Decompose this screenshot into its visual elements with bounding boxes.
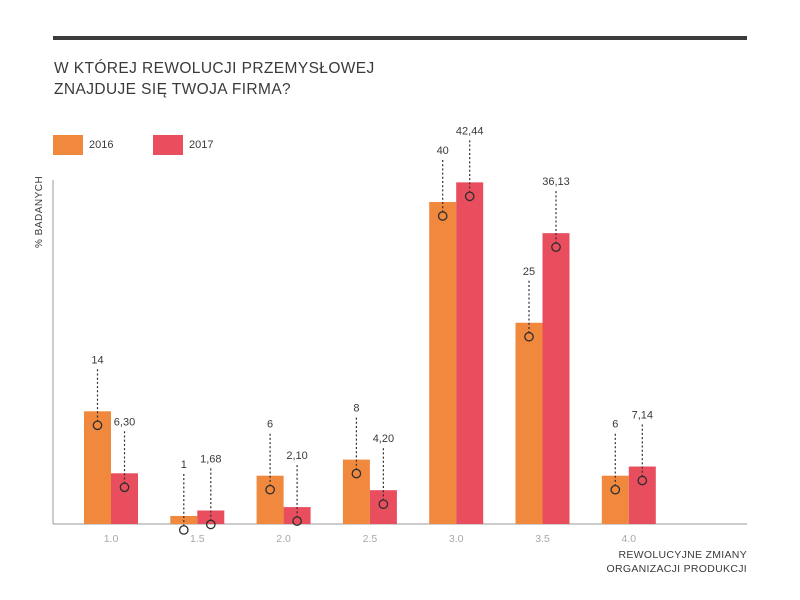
bar-2016-3.5 [515,322,543,524]
x-tick-label-3.5: 3.5 [535,533,550,545]
marker-2017-4.0 [637,475,648,486]
data-label-2017-3.0: 42,44 [456,125,484,137]
bar-2017-1.5 [197,510,225,524]
legend-swatch-2016 [53,135,83,155]
x-axis-label: REWOLUCYJNE ZMIANY ORGANIZACJI PRODUKCJI [607,548,747,576]
bar-2016-2.5 [342,459,370,524]
chart-title-line-1: W KTÓREJ REWOLUCJI PRZEMYSŁOWEJ [54,60,375,77]
marker-2016-2.0 [265,484,275,495]
x-tick-label-3.0: 3.0 [449,533,464,545]
top-rule [53,36,747,40]
marker-2017-3.0 [464,191,475,202]
marker-2017-2.0 [292,516,302,526]
bar-2016-1.0 [84,411,111,524]
x-axis-label-line-1: REWOLUCYJNE ZMIANY [618,549,747,561]
marker-2016-1.0 [92,420,103,431]
marker-2017-3.5 [551,242,561,253]
x-axis-label-line-2: ORGANIZACJI PRODUKCJI [606,563,747,575]
x-tick-label-1.0: 1.0 [104,533,119,545]
x-tick-label-1.5: 1.5 [190,533,205,545]
marker-2017-1.0 [119,482,130,493]
legend-label-2017: 2017 [189,139,214,151]
data-label-2016-3.5: 25 [523,266,535,278]
marker-2016-3.0 [437,211,448,221]
legend-item-2016: 2016 [53,135,139,155]
bar-2017-3.0 [456,182,484,524]
data-label-2016-2.5: 8 [353,403,359,415]
bar-2016-2.0 [256,475,284,524]
chart-title-line-2: ZNAJDUJE SIĘ TWOJA FIRMA? [54,81,292,98]
legend-item-2017: 2017 [153,135,239,155]
legend-label-2016: 2016 [89,139,114,151]
data-label-2016-3.0: 40 [437,145,449,157]
data-label-2017-1.5: 1,68 [200,453,221,465]
marker-2016-1.5 [178,525,189,535]
data-label-2017-3.5: 36,13 [542,176,570,188]
chart-title: W KTÓREJ REWOLUCJI PRZEMYSŁOWEJ ZNAJDUJE… [54,58,654,100]
data-label-2016-4.0: 6 [612,419,618,431]
data-label-2017-2.0: 2,10 [286,450,307,462]
bar-2016-4.0 [601,475,629,524]
x-tick-label-4.0: 4.0 [621,533,636,545]
marker-2016-3.5 [524,331,534,342]
data-label-2017-1.0: 6,30 [114,416,135,428]
marker-2017-2.5 [378,499,389,510]
x-tick-label-2.0: 2.0 [276,533,291,545]
data-label-2016-1.0: 14 [91,354,103,366]
x-tick-label-2.5: 2.5 [363,533,378,545]
marker-2016-4.0 [610,484,621,495]
data-label-2017-2.5: 4,20 [373,433,394,445]
bar-2016-3.0 [429,202,457,524]
legend-swatch-2017 [153,135,183,155]
marker-2017-1.5 [205,519,216,530]
bar-2017-3.5 [542,233,570,524]
data-label-2016-2.0: 6 [267,419,273,431]
data-label-2016-1.5: 1 [181,459,187,471]
bar-2016-1.5 [170,515,198,524]
marker-2016-2.5 [351,468,362,479]
data-label-2017-4.0: 7,14 [632,410,653,422]
bar-2017-1.0 [111,473,138,524]
legend: 2016 2017 [53,135,253,155]
